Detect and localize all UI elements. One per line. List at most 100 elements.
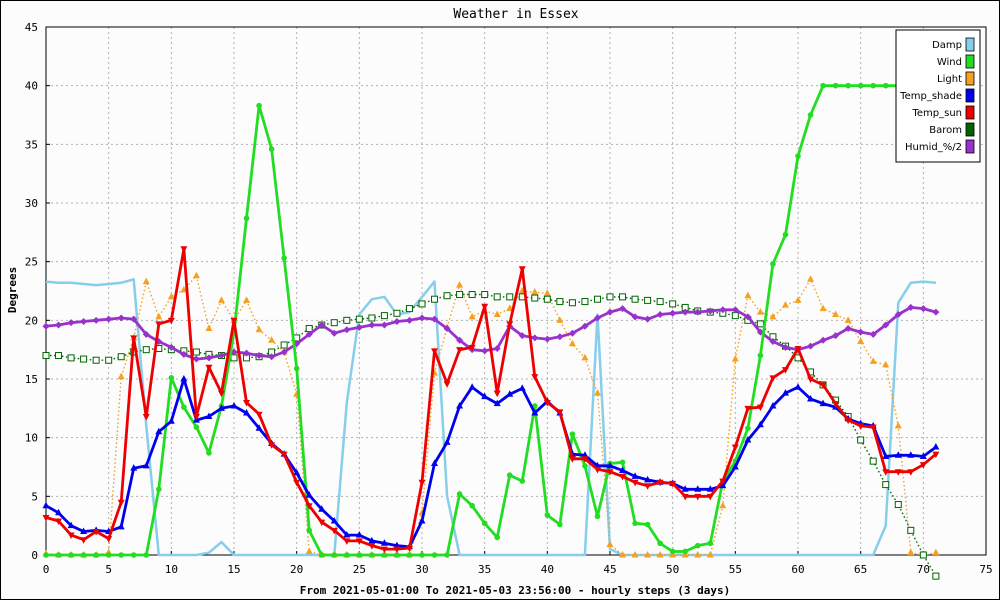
data-point-temp-shade — [167, 417, 175, 424]
series-temp-sun — [42, 246, 940, 554]
x-tick-label: 35 — [478, 563, 491, 576]
data-point-barom — [117, 353, 125, 361]
data-point-light — [142, 277, 150, 285]
data-point-wind — [156, 486, 162, 493]
data-point-wind — [80, 552, 87, 558]
data-point-wind — [243, 215, 250, 222]
data-point-temp-sun — [869, 424, 877, 432]
data-point-temp-shade — [619, 466, 627, 474]
data-point-temp-sun — [205, 364, 213, 372]
data-point-temp-shade — [330, 516, 338, 524]
data-point-temp-shade — [117, 522, 125, 530]
data-point-light — [568, 339, 576, 347]
data-point-wind — [745, 425, 751, 432]
data-point-temp-shade — [756, 420, 764, 428]
legend-label: Humid_%/2 — [905, 142, 962, 153]
data-point-temp-sun — [794, 345, 802, 353]
data-point-light — [882, 360, 890, 368]
data-point-wind — [306, 527, 313, 534]
data-point-humid-2 — [593, 314, 601, 322]
data-point-temp-sun — [543, 399, 551, 407]
data-point-temp-sun — [230, 317, 238, 325]
data-point-humid-2 — [67, 319, 75, 327]
data-point-barom — [405, 305, 413, 313]
y-tick-label: 30 — [25, 197, 38, 210]
series-barom — [42, 291, 940, 580]
data-point-temp-shade — [67, 521, 75, 529]
data-point-humid-2 — [268, 353, 276, 361]
data-point-wind — [770, 261, 776, 267]
data-point-light — [631, 551, 639, 558]
data-point-temp-sun — [481, 303, 489, 311]
legend-label: Barom — [929, 125, 962, 136]
data-point-light — [781, 301, 789, 308]
y-tick-label: 40 — [25, 80, 38, 93]
data-point-temp-shade — [293, 468, 301, 476]
data-point-temp-sun — [744, 405, 752, 413]
data-point-temp-sun — [606, 469, 614, 476]
y-tick-label: 35 — [25, 138, 38, 151]
data-point-temp-sun — [568, 456, 576, 463]
data-point-temp-sun — [155, 321, 163, 328]
data-point-wind — [444, 552, 450, 558]
data-point-temp-shade — [80, 527, 88, 535]
data-point-wind — [369, 552, 375, 558]
data-point-wind — [193, 424, 200, 430]
x-tick-label: 55 — [729, 563, 742, 576]
data-point-light — [180, 285, 188, 293]
data-point-temp-sun — [105, 536, 113, 543]
data-point-wind — [669, 548, 676, 555]
data-point-humid-2 — [518, 332, 526, 340]
data-point-temp-sun — [531, 374, 539, 381]
data-point-temp-sun — [756, 404, 764, 412]
legend-label: Temp_sun — [911, 108, 962, 119]
data-point-temp-shade — [807, 394, 815, 402]
data-point-humid-2 — [443, 325, 451, 333]
data-point-temp-sun — [268, 442, 276, 449]
data-point-light — [894, 421, 902, 429]
data-point-temp-sun — [42, 514, 50, 522]
data-point-humid-2 — [493, 344, 501, 352]
data-point-temp-shade — [42, 501, 50, 509]
data-point-wind — [870, 82, 876, 89]
series-line-light — [45, 275, 937, 556]
data-point-temp-shade — [380, 539, 388, 546]
data-point-barom — [581, 298, 589, 306]
legend-label: Temp_shade — [899, 91, 962, 102]
data-point-humid-2 — [556, 333, 564, 341]
data-point-temp-sun — [506, 321, 514, 328]
data-point-temp-sun — [581, 456, 589, 463]
data-point-temp-shade — [606, 461, 614, 469]
data-point-light — [531, 288, 539, 295]
x-tick-label: 15 — [227, 563, 240, 576]
data-point-temp-sun — [405, 545, 413, 552]
data-point-humid-2 — [481, 347, 489, 355]
data-point-temp-sun — [305, 503, 313, 510]
data-point-barom — [869, 457, 877, 465]
data-point-temp-shade — [230, 401, 238, 409]
data-point-temp-sun — [857, 423, 865, 430]
data-point-humid-2 — [380, 321, 388, 329]
data-point-wind — [130, 552, 137, 558]
data-point-humid-2 — [568, 329, 576, 337]
x-axis-title: From 2021-05-01:00 To 2021-05-03 23:56:0… — [300, 584, 730, 597]
data-point-temp-sun — [882, 469, 890, 476]
data-point-temp-sun — [593, 466, 601, 474]
data-point-wind — [857, 82, 864, 89]
data-point-wind — [795, 153, 801, 159]
data-point-light — [506, 304, 514, 312]
data-point-wind — [519, 478, 526, 484]
data-point-light — [493, 310, 501, 317]
data-point-humid-2 — [431, 315, 439, 323]
data-point-humid-2 — [719, 306, 727, 314]
data-point-wind — [68, 552, 74, 558]
data-point-barom — [468, 291, 476, 299]
data-point-temp-shade — [581, 451, 589, 458]
data-point-humid-2 — [606, 308, 614, 316]
data-point-temp-shade — [431, 459, 439, 466]
data-point-humid-2 — [631, 313, 639, 321]
data-point-barom — [932, 572, 940, 580]
series-damp — [45, 278, 937, 557]
data-point-temp-sun — [355, 538, 363, 545]
data-point-wind — [43, 552, 49, 558]
